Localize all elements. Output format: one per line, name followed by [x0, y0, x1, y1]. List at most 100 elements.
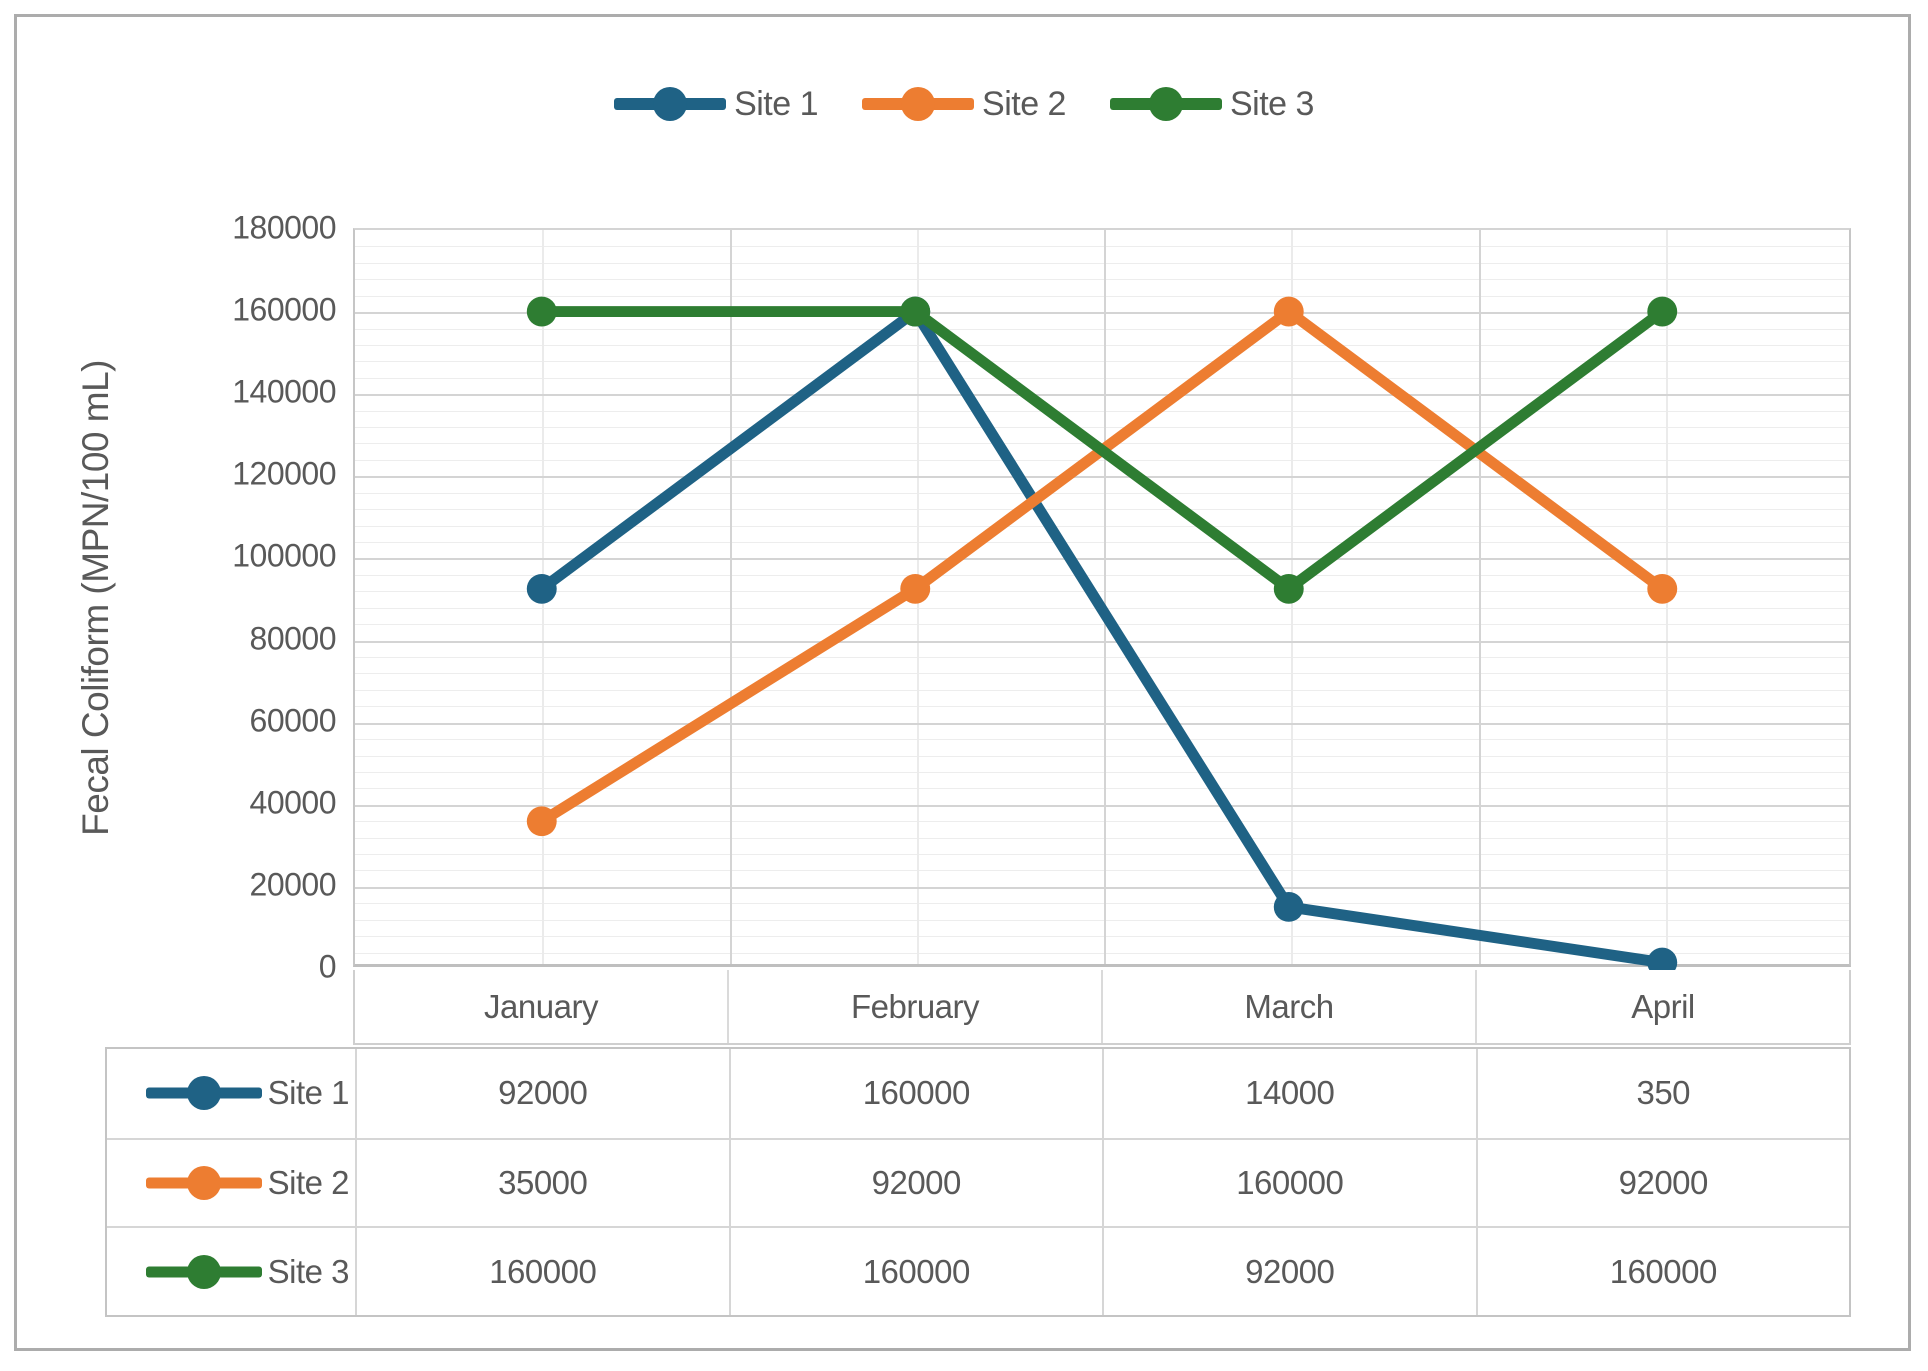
legend-key-marker	[186, 1254, 221, 1289]
h-gridline-major	[355, 558, 1849, 561]
legend-key-marker	[1148, 87, 1183, 121]
table-cell-site-3-march: 92000	[1102, 1226, 1476, 1315]
h-gridline-minor	[355, 591, 1849, 593]
data-point-site-3-february	[900, 296, 931, 327]
x-axis-category-band: January February March April	[353, 970, 1851, 1045]
h-gridline-major	[355, 476, 1849, 479]
table-cell-site-1-january: 92000	[355, 1049, 729, 1138]
y-tick-label-80000: 80000	[249, 620, 337, 657]
table-cell-site-3-january: 160000	[355, 1226, 729, 1315]
v-gridline-category-boundary	[1478, 230, 1481, 964]
h-gridline-major	[355, 804, 1849, 807]
h-gridline-minor	[355, 706, 1849, 708]
h-gridline-minor	[355, 410, 1849, 412]
h-gridline-major	[355, 394, 1849, 397]
table-cell-site-1-march: 14000	[1102, 1049, 1476, 1138]
chart-legend: Site 1 Site 2 Site 3	[0, 84, 1928, 124]
legend-key-marker	[901, 87, 936, 121]
data-point-site-2-march	[1273, 296, 1304, 327]
table-cell-site-2-march: 160000	[1102, 1137, 1476, 1227]
h-gridline-minor	[355, 837, 1849, 839]
series-line-site-1	[536, 306, 1668, 969]
h-gridline-minor	[355, 328, 1849, 330]
legend-label: Site 1	[734, 84, 819, 123]
data-point-site-1-march	[1273, 892, 1304, 922]
h-gridline-minor	[355, 952, 1849, 954]
h-gridline-minor	[355, 755, 1849, 757]
legend-key-marker	[186, 1165, 221, 1200]
table-cell-site-3-april: 160000	[1475, 1226, 1849, 1315]
h-gridline-minor	[355, 427, 1849, 429]
table-row-label-text: Site 1	[267, 1074, 350, 1112]
data-point-site-2-january	[526, 806, 557, 837]
h-gridline-minor	[355, 509, 1849, 511]
legend-key-marker	[653, 87, 688, 121]
y-axis-title: Fecal Coliform (MPN/100 mL)	[75, 359, 116, 836]
data-point-site-2-february	[900, 573, 931, 604]
h-gridline-minor	[355, 542, 1849, 544]
y-tick-label-0: 0	[318, 948, 337, 985]
h-gridline-minor	[355, 673, 1849, 675]
h-gridline-minor	[355, 279, 1849, 281]
y-tick-label-120000: 120000	[232, 455, 336, 492]
legend-item-site-3: Site 3	[1109, 84, 1314, 124]
x-axis-label-january: January	[484, 987, 598, 1025]
h-gridline-minor	[355, 377, 1849, 379]
y-tick-label-60000: 60000	[249, 702, 337, 739]
table-cell-site-3-february: 160000	[728, 1226, 1102, 1315]
h-gridline-minor	[355, 525, 1849, 527]
legend-key-marker	[186, 1076, 221, 1111]
h-gridline-minor	[355, 246, 1849, 248]
legend-key-icon-site-3	[1109, 87, 1222, 121]
series-line-site-3	[536, 306, 1668, 595]
h-gridline-minor	[355, 739, 1849, 741]
h-gridline-minor	[355, 361, 1849, 363]
table-cell-site-1-february: 160000	[728, 1049, 1103, 1138]
y-tick-label-180000: 180000	[232, 209, 336, 246]
h-gridline-minor	[355, 459, 1849, 461]
h-gridline-minor	[355, 854, 1849, 856]
data-table: Site 1 92000 160000 14000 350 Site 2 35000 9200…	[105, 1047, 1851, 1317]
y-tick-label-140000: 140000	[232, 373, 336, 410]
table-row-label-site-3: Site 3	[107, 1226, 355, 1315]
data-point-site-3-april	[1647, 296, 1678, 327]
h-gridline-minor	[355, 262, 1849, 264]
series-line-site-2	[536, 306, 1668, 827]
table-row-label-site-2: Site 2	[107, 1137, 355, 1227]
legend-label: Site 3	[1229, 84, 1314, 123]
h-gridline-minor	[355, 656, 1849, 658]
x-axis-label-april: April	[1475, 970, 1849, 1043]
h-gridline-minor	[355, 689, 1849, 691]
data-point-site-3-march	[1273, 573, 1304, 604]
h-gridline-minor	[355, 821, 1849, 823]
table-key-icon-site-1	[145, 1076, 262, 1111]
legend-item-site-1: Site 1	[614, 84, 819, 124]
h-gridline-minor	[355, 919, 1849, 921]
y-axis-title-box: Fecal Coliform (MPN/100 mL)	[58, 228, 134, 967]
h-gridline-minor	[355, 788, 1849, 790]
table-cell-site-1-april: 350	[1475, 1049, 1850, 1138]
h-gridline-minor	[355, 295, 1849, 297]
table-cell-site-2-january: 35000	[355, 1137, 729, 1227]
table-row-label-site-1: Site 1	[107, 1049, 355, 1138]
table-row-label-text: Site 2	[267, 1163, 350, 1201]
v-gridline-category-boundary	[1104, 230, 1106, 964]
y-tick-label-160000: 160000	[232, 291, 336, 328]
table-key-icon-site-3	[145, 1254, 262, 1289]
h-gridline-minor	[355, 936, 1849, 938]
h-gridline-major	[355, 640, 1849, 643]
h-gridline-minor	[355, 492, 1849, 494]
plot-area	[353, 228, 1851, 978]
h-gridline-major	[355, 722, 1849, 725]
table-row-label-text: Site 3	[267, 1252, 350, 1290]
legend-item-site-2: Site 2	[862, 84, 1066, 124]
table-key-icon-site-2	[145, 1165, 262, 1200]
v-gridline-category-boundary	[729, 230, 732, 964]
h-gridline-minor	[355, 903, 1849, 905]
y-tick-label-100000: 100000	[232, 537, 336, 574]
x-axis-label-march: March	[1101, 970, 1475, 1043]
h-gridline-major	[355, 886, 1849, 889]
series-layer	[526, 296, 1678, 978]
legend-key-icon-site-2	[862, 87, 975, 121]
